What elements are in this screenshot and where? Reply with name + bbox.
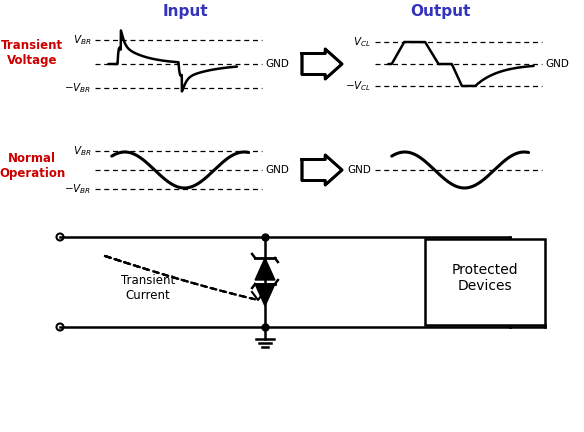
Text: Transient
Voltage: Transient Voltage bbox=[1, 39, 63, 67]
Bar bbox=[425, 239, 545, 325]
Text: Transient
Current: Transient Current bbox=[121, 274, 175, 302]
Text: GND: GND bbox=[265, 59, 289, 69]
Text: GND: GND bbox=[347, 165, 371, 175]
Text: $-V_{CL}$: $-V_{CL}$ bbox=[345, 79, 371, 93]
Text: Output: Output bbox=[410, 4, 470, 19]
Text: Input: Input bbox=[162, 4, 208, 19]
Text: $-V_{BR}$: $-V_{BR}$ bbox=[64, 182, 91, 196]
Text: $V_{CL}$: $V_{CL}$ bbox=[353, 35, 371, 49]
Text: $V_{BR}$: $V_{BR}$ bbox=[72, 33, 91, 47]
Text: $V_{BR}$: $V_{BR}$ bbox=[72, 144, 91, 158]
Polygon shape bbox=[302, 49, 342, 79]
Text: Protected
Devices: Protected Devices bbox=[451, 263, 519, 293]
Text: $-V_{BR}$: $-V_{BR}$ bbox=[64, 81, 91, 95]
Text: Normal
Operation: Normal Operation bbox=[0, 152, 65, 180]
Text: GND: GND bbox=[545, 59, 569, 69]
Polygon shape bbox=[255, 258, 275, 280]
Polygon shape bbox=[255, 284, 275, 306]
Polygon shape bbox=[302, 155, 342, 185]
Text: GND: GND bbox=[265, 165, 289, 175]
